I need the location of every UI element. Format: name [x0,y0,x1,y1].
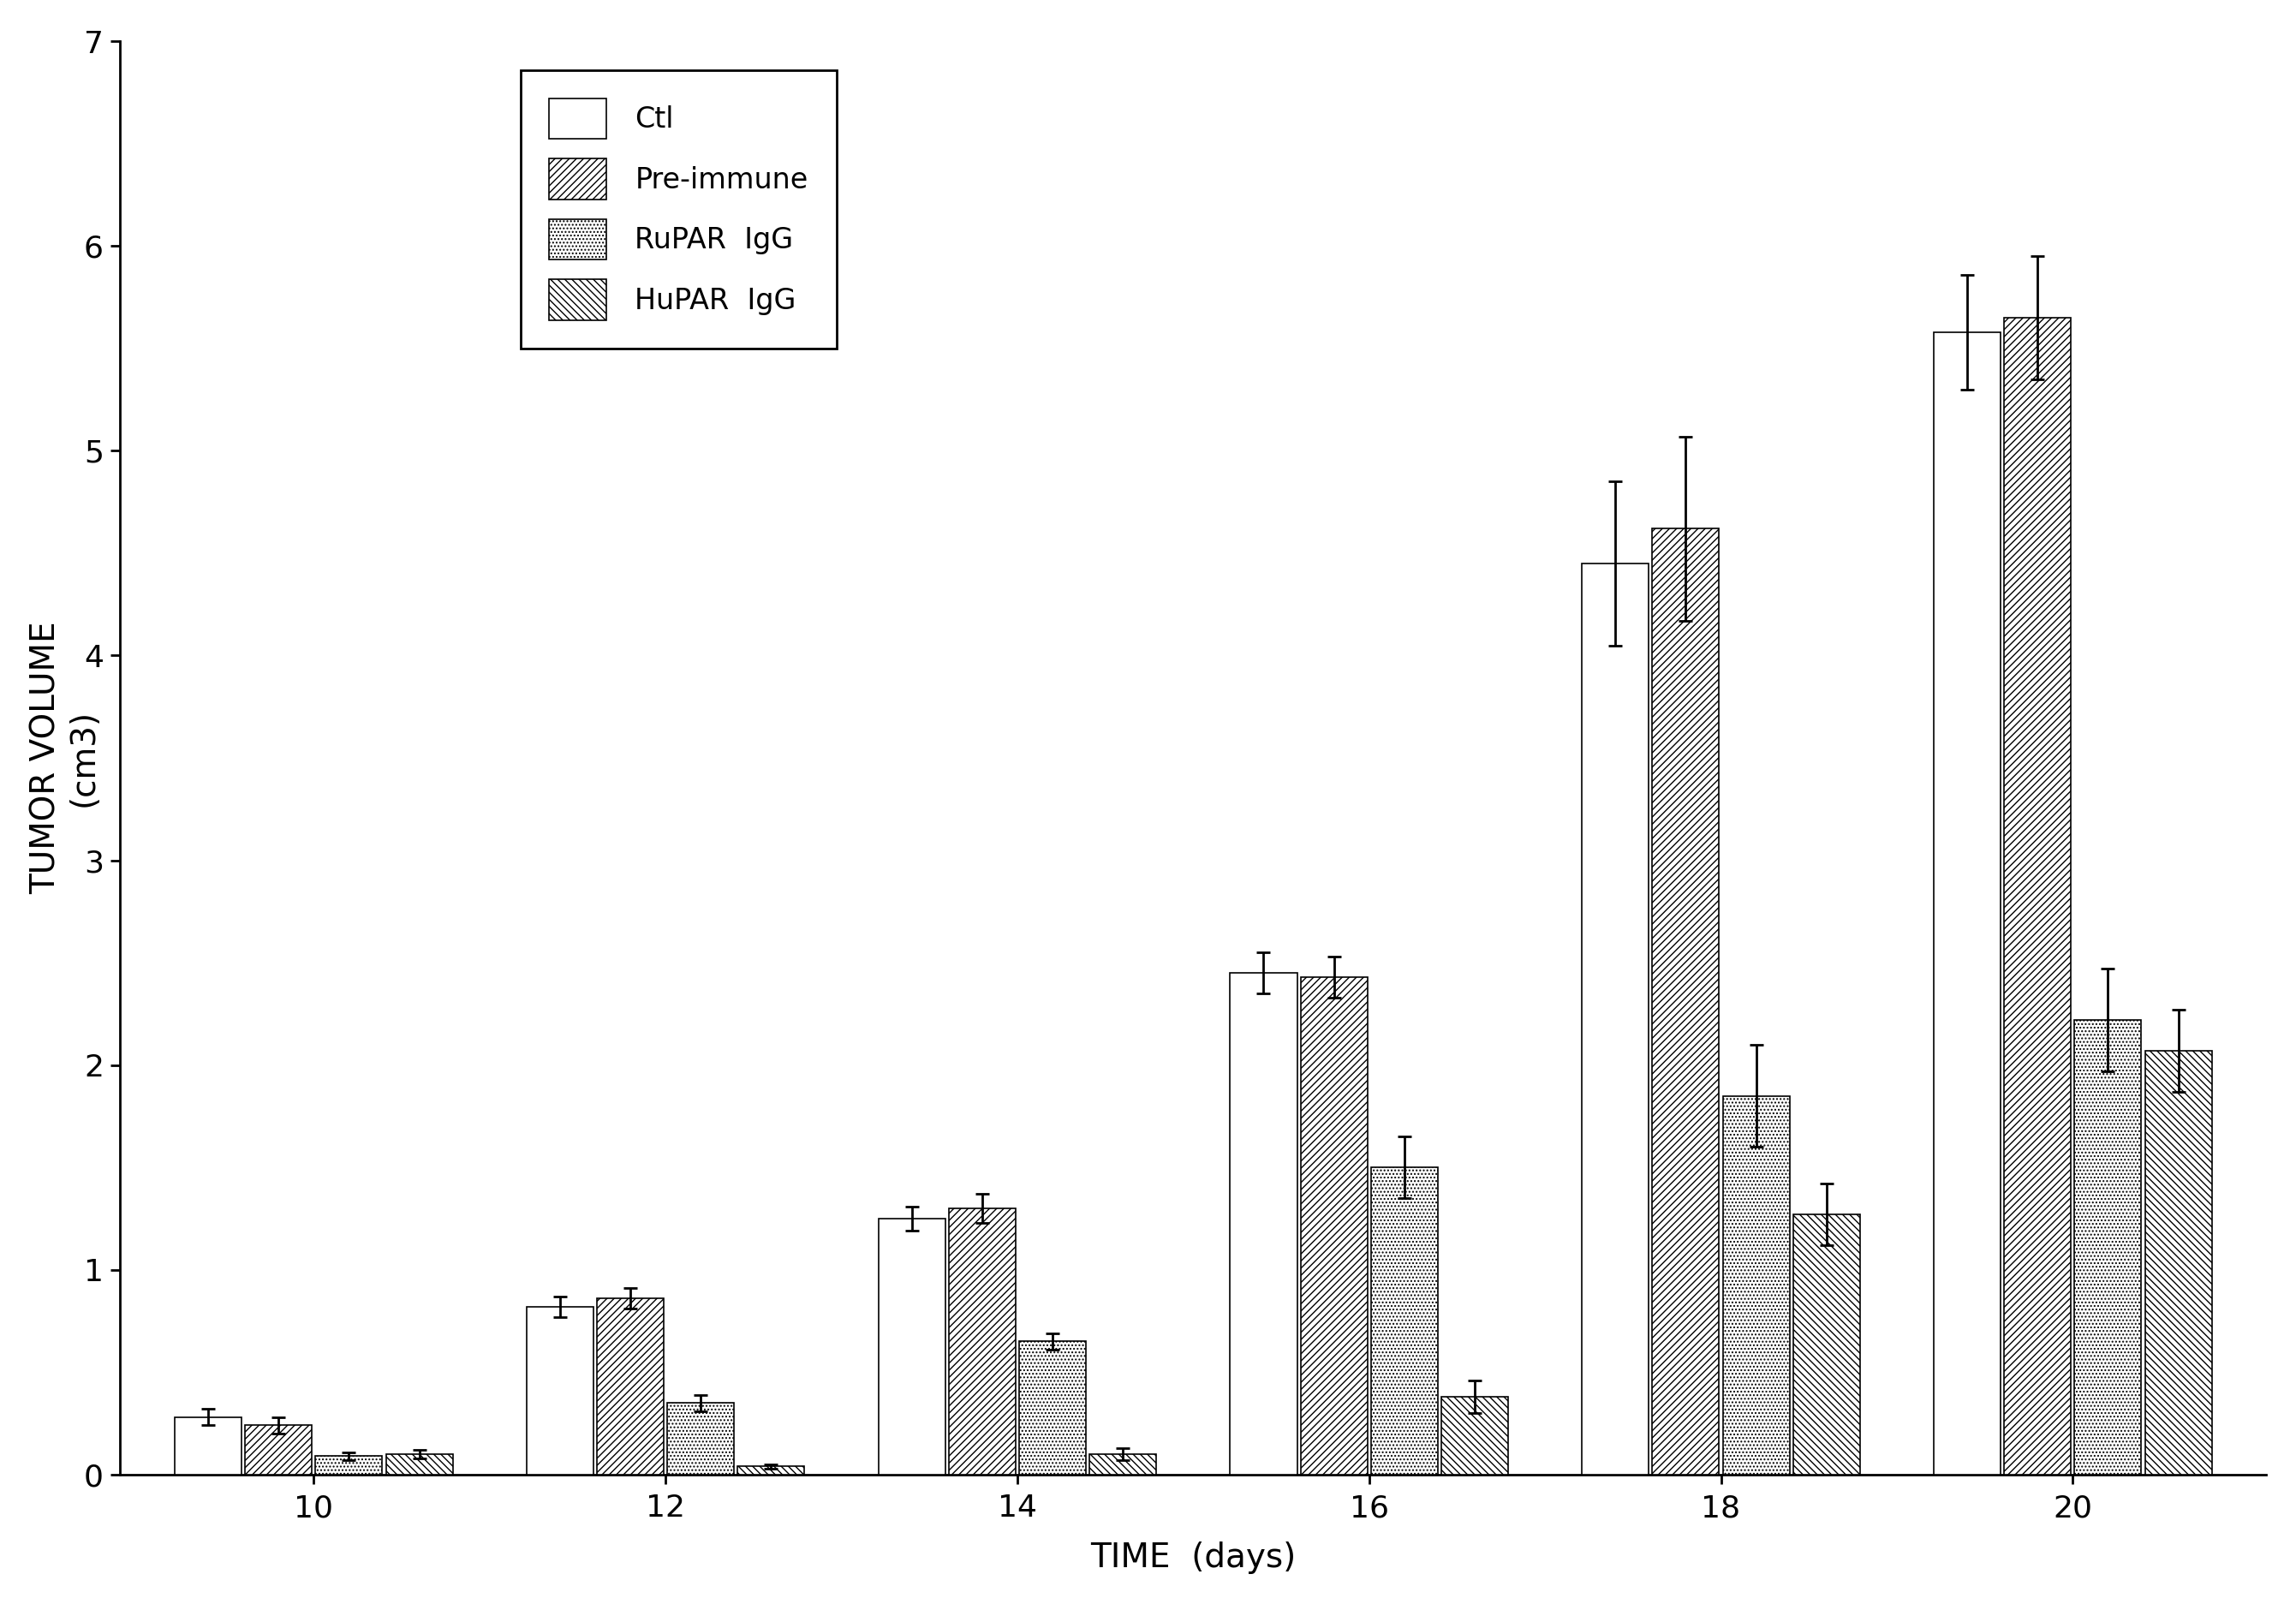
Bar [1793,1214,1860,1474]
Bar [1019,1341,1086,1474]
Bar [597,1299,664,1474]
Bar [174,1418,241,1474]
Bar [2144,1051,2211,1474]
Bar [386,1455,452,1474]
Bar [1300,977,1368,1474]
Bar [1653,529,1720,1474]
Bar [2004,318,2071,1474]
Legend: Ctl, Pre-immune, RuPAR  IgG, HuPAR  IgG: Ctl, Pre-immune, RuPAR IgG, HuPAR IgG [521,71,836,348]
Bar [1442,1397,1508,1474]
Y-axis label: TUMOR VOLUME
(cm3): TUMOR VOLUME (cm3) [30,621,101,895]
Bar [1582,563,1649,1474]
Bar [315,1456,383,1474]
Bar [668,1404,735,1474]
Bar [1231,974,1297,1474]
Bar [1933,332,2000,1474]
Bar [2076,1020,2142,1474]
Bar [1722,1096,1789,1474]
Bar [948,1208,1015,1474]
Bar [526,1307,592,1474]
Bar [246,1426,312,1474]
Bar [1091,1455,1157,1474]
X-axis label: TIME  (days): TIME (days) [1091,1541,1297,1574]
Bar [737,1466,804,1474]
Bar [879,1219,946,1474]
Bar [1371,1168,1437,1474]
